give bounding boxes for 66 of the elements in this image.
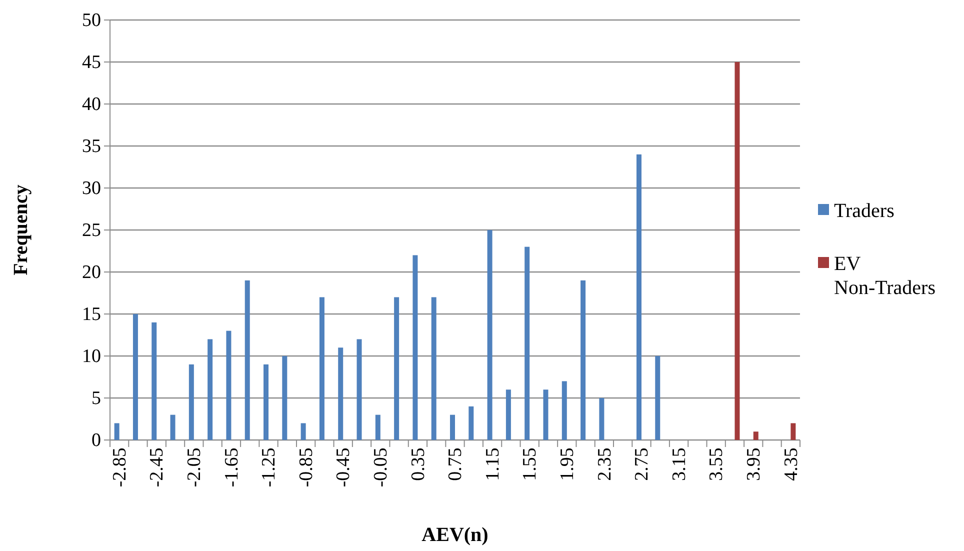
x-tick-label: -1.25 — [258, 448, 280, 488]
bar — [506, 390, 511, 440]
x-tick-label: 0.35 — [408, 448, 429, 481]
y-tick-label: 45 — [82, 52, 101, 74]
legend-label: EV Non-Traders — [834, 253, 936, 299]
bar — [655, 356, 660, 440]
bar — [790, 423, 796, 440]
bar — [114, 423, 120, 440]
y-tick-label: 0 — [92, 430, 101, 452]
x-tick-label: -0.45 — [333, 448, 354, 488]
x-tick-label: 3.55 — [706, 448, 728, 481]
x-tick-label: 3.95 — [743, 448, 764, 481]
y-tick-label: 25 — [82, 220, 101, 242]
bar — [599, 398, 604, 440]
bar — [431, 297, 436, 440]
y-tick-label: 10 — [82, 346, 101, 368]
bar — [543, 390, 548, 440]
y-axis-title: Frequency — [10, 184, 32, 276]
y-tick-label: 35 — [82, 136, 101, 158]
bar — [300, 423, 306, 440]
bar — [636, 154, 642, 440]
bar — [264, 364, 269, 440]
bar — [188, 364, 194, 440]
bar — [152, 322, 157, 440]
bar — [319, 297, 324, 440]
bar — [468, 406, 474, 440]
bar — [394, 297, 400, 440]
bar — [487, 230, 492, 440]
x-tick-label: 0.75 — [445, 448, 466, 481]
y-tick-label: 20 — [82, 262, 101, 284]
y-tick-label: 15 — [82, 304, 101, 326]
x-tick-label: -2.85 — [109, 448, 130, 488]
bar — [226, 330, 232, 440]
x-tick-label: 2.35 — [594, 448, 616, 481]
bar — [524, 246, 530, 440]
bar — [580, 280, 586, 440]
x-tick-label: -1.65 — [221, 448, 242, 488]
bar — [753, 432, 758, 440]
bar — [170, 414, 176, 440]
bar — [450, 414, 455, 440]
x-tick-label: -0.05 — [370, 448, 392, 488]
y-tick-label: 30 — [82, 178, 101, 200]
y-tick-label: 40 — [82, 94, 101, 116]
bar — [208, 339, 213, 440]
bar — [375, 414, 380, 440]
bar — [338, 348, 344, 440]
bar — [132, 314, 138, 440]
x-tick-label: -2.45 — [146, 448, 168, 488]
bar — [412, 255, 418, 440]
x-tick-label: 2.75 — [632, 448, 653, 481]
x-tick-label: 1.55 — [520, 448, 541, 481]
x-axis-title: AEV(n) — [422, 524, 488, 546]
x-tick-label: -0.85 — [296, 448, 317, 488]
legend-label: Traders — [834, 200, 895, 222]
bar — [356, 339, 362, 440]
bar — [282, 356, 288, 440]
x-tick-label: 1.15 — [482, 448, 504, 481]
y-tick-label: 5 — [92, 388, 101, 410]
x-tick-label: 1.95 — [556, 448, 578, 481]
bar — [244, 280, 250, 440]
y-tick-label: 50 — [82, 10, 101, 32]
x-tick-label: -2.05 — [184, 448, 205, 488]
x-tick-label: 4.35 — [780, 448, 802, 481]
bar — [562, 381, 567, 440]
bar — [734, 62, 740, 440]
x-tick-label: 3.15 — [668, 448, 690, 481]
